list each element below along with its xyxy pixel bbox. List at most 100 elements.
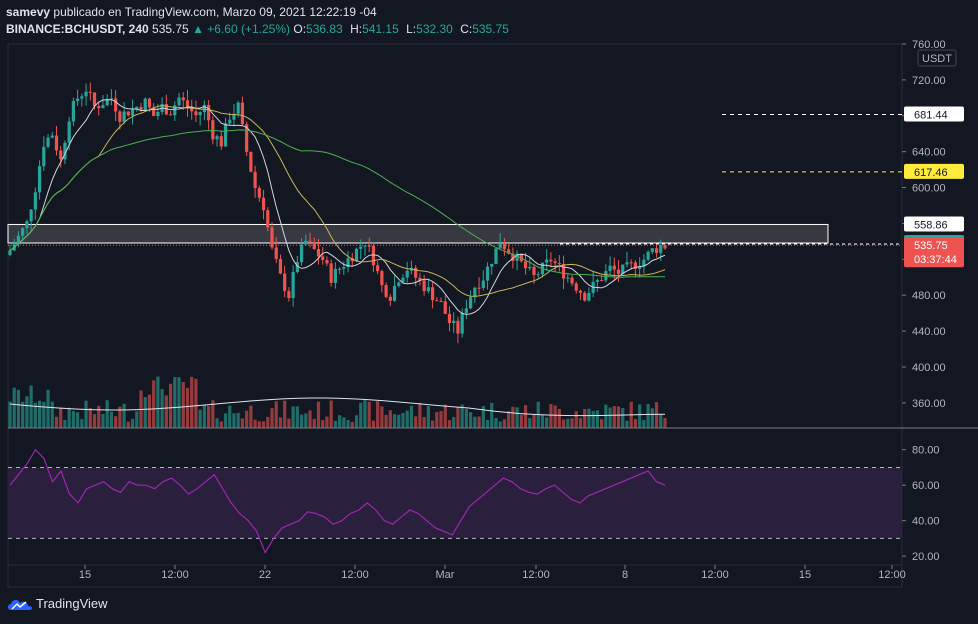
volume-bar	[118, 406, 122, 428]
volume-bar	[380, 406, 384, 428]
candle-body	[338, 268, 342, 270]
candle-body	[253, 171, 257, 189]
volume-bar	[595, 410, 599, 428]
candle-body	[583, 292, 587, 301]
candle-body	[97, 106, 101, 109]
volume-bar	[435, 412, 439, 428]
volume-bar	[228, 405, 232, 428]
volume-bar	[532, 414, 536, 428]
candle-body	[566, 277, 570, 279]
volume-bar	[519, 414, 523, 428]
tradingview-logo[interactable]: TradingView	[8, 596, 108, 611]
price-tick-label: 480.00	[912, 290, 946, 302]
volume-bar	[122, 403, 126, 428]
candle-body	[46, 137, 50, 147]
candle-body	[198, 112, 202, 116]
candle-body	[33, 192, 37, 210]
candle-body	[367, 245, 371, 247]
volume-bar	[37, 400, 42, 428]
volume-bar	[409, 405, 414, 428]
author-name: samevy	[6, 5, 51, 19]
volume-bar	[367, 401, 371, 428]
volume-bar	[388, 410, 392, 428]
candle-body	[37, 166, 42, 193]
volume-bar	[114, 416, 118, 428]
volume-bar	[545, 417, 549, 428]
candle-body	[114, 98, 118, 112]
candle-body	[266, 210, 270, 228]
candle-body	[283, 273, 287, 291]
volume-bar	[574, 411, 578, 428]
candle-body	[536, 274, 540, 276]
candle-body	[130, 108, 135, 116]
volume-bar	[316, 401, 321, 428]
symbol-label[interactable]: BINANCE:BCHUSDT, 240	[6, 22, 149, 36]
high-label: H:	[350, 22, 363, 36]
candle-body	[88, 91, 92, 93]
candle-body	[456, 320, 460, 334]
candle-body	[515, 253, 519, 261]
candle-body	[215, 136, 219, 140]
ma200-line	[9, 129, 665, 278]
candle-body	[168, 114, 173, 116]
candle-body	[380, 271, 384, 286]
price-tick-label: 760.00	[912, 39, 946, 51]
candle-body	[63, 142, 67, 160]
volume-bar	[540, 415, 545, 428]
candle-body	[249, 151, 253, 172]
candle-body	[329, 263, 333, 283]
price-label-text: 617.46	[914, 167, 948, 179]
candle-body	[426, 287, 430, 292]
candle-body	[553, 261, 557, 264]
volume-bar	[92, 414, 97, 428]
volume-bar	[198, 409, 202, 428]
candle-body	[490, 263, 494, 267]
volume-bar	[447, 420, 452, 428]
candle-body	[498, 243, 502, 249]
candle-body	[274, 247, 278, 259]
candle-body	[109, 98, 114, 100]
volume-bar	[261, 421, 266, 428]
volume-bar	[283, 400, 287, 428]
rsi-line	[9, 448, 666, 554]
volume-bar	[80, 419, 84, 428]
volume-bar	[376, 401, 380, 428]
candle-body	[316, 248, 321, 257]
candle-body	[659, 245, 663, 253]
volume-bar	[219, 421, 223, 428]
volume-bar	[190, 376, 194, 428]
volume-bar	[561, 419, 566, 428]
candle-body	[181, 97, 185, 101]
volume-bar	[638, 404, 642, 428]
volume-bar	[477, 416, 481, 428]
volume-bar	[130, 418, 135, 428]
publish-info: samevy publicado en TradingView.com, Mar…	[6, 5, 377, 19]
volume-bar	[350, 421, 354, 428]
candle-body	[50, 135, 54, 138]
candle-body	[308, 240, 312, 242]
candle-body	[507, 249, 511, 254]
candle-body	[494, 248, 498, 264]
candle-body	[173, 105, 177, 116]
volume-bar	[654, 402, 659, 428]
candle-body	[54, 135, 59, 151]
volume-bar	[164, 395, 168, 428]
volume-bar	[50, 401, 54, 428]
volume-bar	[515, 407, 519, 428]
candle-body	[469, 297, 473, 309]
price-label-text: 558.86	[914, 219, 948, 231]
open-value: 536.83	[306, 22, 343, 36]
candle-body	[236, 102, 240, 114]
candle-body	[435, 300, 439, 302]
volume-bar	[109, 411, 114, 428]
candle-body	[80, 96, 84, 99]
bar-countdown: 03:37:44	[914, 254, 957, 266]
time-tick-label: 12:00	[522, 569, 550, 581]
volume-bar	[21, 401, 25, 428]
volume-bar	[291, 406, 295, 428]
price-label-badge	[904, 163, 964, 179]
candle-body	[156, 111, 160, 117]
volume-bar	[249, 405, 253, 428]
candle-body	[270, 227, 274, 248]
